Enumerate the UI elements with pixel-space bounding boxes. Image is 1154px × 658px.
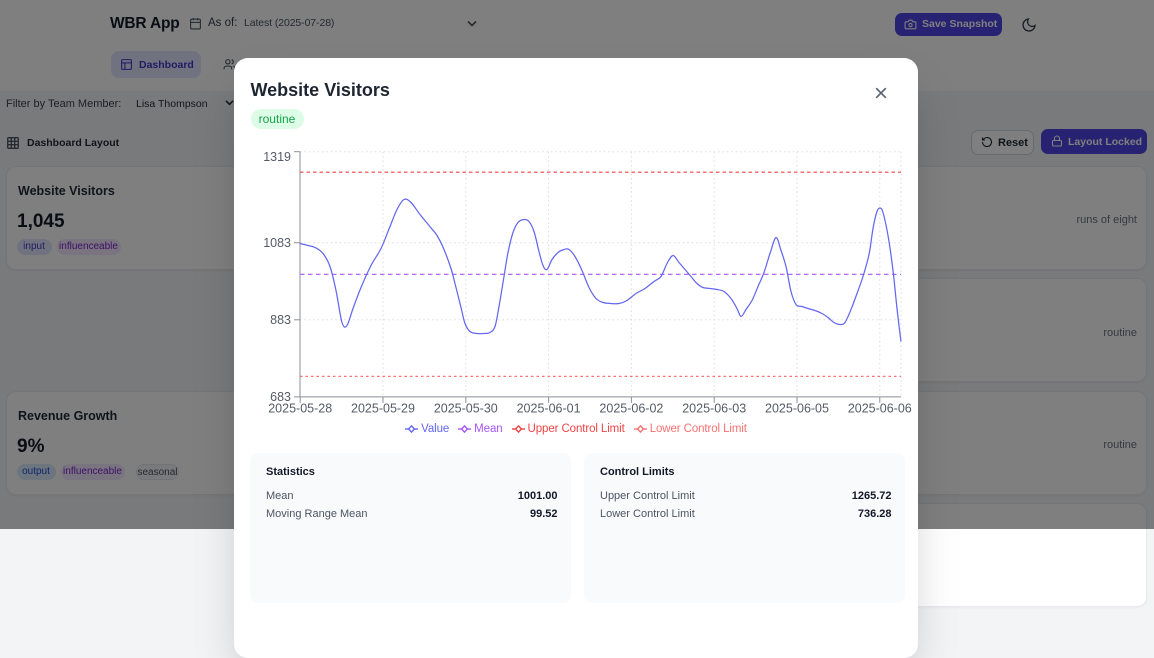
svg-text:883: 883 bbox=[270, 313, 291, 327]
svg-text:1319: 1319 bbox=[263, 150, 291, 164]
svg-text:2025-06-03: 2025-06-03 bbox=[682, 401, 746, 415]
svg-text:683: 683 bbox=[270, 390, 291, 404]
svg-text:2025-05-29: 2025-05-29 bbox=[351, 401, 415, 415]
svg-text:1083: 1083 bbox=[263, 236, 291, 250]
svg-text:2025-06-05: 2025-06-05 bbox=[765, 401, 829, 415]
svg-text:2025-06-02: 2025-06-02 bbox=[599, 401, 663, 415]
svg-text:2025-06-06: 2025-06-06 bbox=[848, 401, 912, 415]
svg-text:2025-05-30: 2025-05-30 bbox=[434, 401, 498, 415]
svg-text:2025-05-28: 2025-05-28 bbox=[268, 401, 332, 415]
svg-text:2025-06-01: 2025-06-01 bbox=[517, 401, 581, 415]
